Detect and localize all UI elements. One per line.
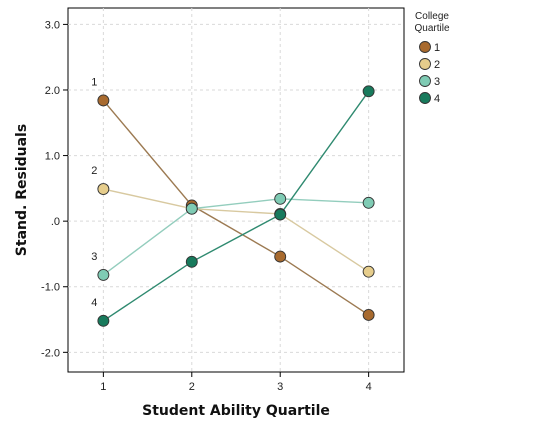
series-lines [102, 90, 370, 322]
x-tick-label: 1 [100, 381, 106, 393]
y-tick-label: 3.0 [45, 19, 60, 31]
legend-label-3: 3 [434, 76, 440, 88]
data-point-series-4 [362, 85, 375, 98]
series-label-2: 2 [91, 165, 97, 177]
legend-title-line2: Quartile [414, 23, 449, 34]
legend-marker-1 [419, 41, 431, 53]
y-tick-label: -1.0 [41, 282, 60, 294]
data-point-series-3 [274, 192, 287, 205]
data-point-series-3 [362, 196, 375, 209]
legend-label-1: 1 [434, 42, 440, 54]
plot-frame [67, 7, 405, 373]
data-point-series-1 [97, 94, 110, 107]
y-tick-label: .0 [51, 216, 60, 228]
y-tick-label: 2.0 [45, 85, 60, 97]
legend-marker-4 [419, 92, 431, 104]
legend-title-line1: College [415, 11, 449, 22]
series-line-1 [102, 100, 370, 316]
legend-marker-2 [419, 58, 431, 70]
data-point-series-1 [362, 308, 375, 321]
y-tick-label: 1.0 [45, 151, 60, 163]
grid-lines [68, 8, 404, 372]
data-point-series-3 [97, 268, 110, 281]
series-annotations: 1 2 3 4 [91, 76, 97, 308]
series-label-1: 1 [91, 76, 97, 88]
series-line-4 [102, 90, 370, 322]
data-point-series-2 [362, 265, 375, 278]
y-axis: -2.0 -1.0 .0 1.0 2.0 3.0 [41, 19, 68, 359]
series-label-4: 4 [91, 297, 97, 309]
data-point-series-3 [185, 202, 198, 215]
data-point-series-1 [274, 250, 287, 263]
legend: College Quartile 1 2 3 4 [414, 11, 449, 105]
series-points [97, 85, 375, 327]
legend-label-2: 2 [434, 59, 440, 71]
data-point-series-4 [274, 208, 287, 221]
data-point-series-4 [97, 314, 110, 327]
x-tick-label: 2 [189, 381, 195, 393]
legend-label-4: 4 [434, 93, 440, 105]
series-line-2 [103, 188, 370, 273]
data-point-series-2 [97, 183, 110, 195]
x-axis: 1 2 3 4 [100, 372, 372, 393]
y-axis-title: Stand. Residuals [14, 124, 30, 256]
data-point-series-4 [185, 255, 198, 268]
series-line-3 [102, 198, 369, 276]
series-label-3: 3 [91, 251, 97, 263]
x-axis-title: Student Ability Quartile [142, 403, 330, 419]
x-tick-label: 4 [366, 381, 372, 393]
y-tick-label: -2.0 [41, 347, 60, 359]
x-tick-label: 3 [277, 381, 283, 393]
legend-marker-3 [419, 75, 431, 87]
